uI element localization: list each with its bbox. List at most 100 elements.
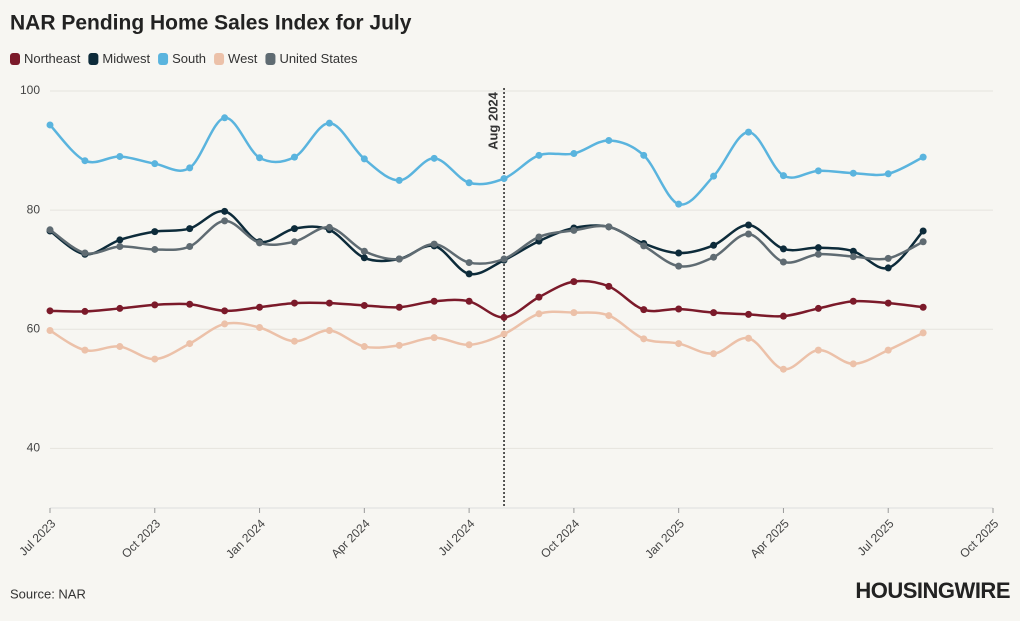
point xyxy=(395,341,403,349)
series-line xyxy=(49,210,925,276)
point xyxy=(360,254,368,262)
x-tick-label: Jul 2025 xyxy=(855,516,897,558)
point xyxy=(535,293,543,301)
point xyxy=(430,297,438,305)
series-line xyxy=(49,279,924,319)
point xyxy=(465,341,473,349)
point xyxy=(640,151,648,159)
point xyxy=(186,164,194,172)
legend-swatch xyxy=(265,53,276,65)
point xyxy=(919,303,927,311)
legend-label: West xyxy=(228,51,258,66)
legend-label: Northeast xyxy=(24,51,81,66)
x-tick-label: Oct 2024 xyxy=(538,516,583,561)
point xyxy=(675,200,683,208)
x-tick-label: Jan 2025 xyxy=(642,516,687,561)
point xyxy=(81,346,89,354)
point xyxy=(290,238,298,246)
point xyxy=(186,242,194,250)
x-tick-label: Apr 2025 xyxy=(747,516,792,561)
point xyxy=(430,154,438,162)
point xyxy=(81,157,89,165)
legend-swatch xyxy=(158,53,169,65)
point xyxy=(221,307,229,315)
point xyxy=(570,226,578,234)
y-tick-label: 60 xyxy=(27,321,41,335)
point xyxy=(745,230,753,238)
point xyxy=(46,307,54,315)
point xyxy=(290,337,298,345)
point xyxy=(46,121,54,129)
point xyxy=(116,153,124,161)
series-line xyxy=(49,116,924,206)
point xyxy=(710,350,718,358)
point xyxy=(465,259,473,267)
series-line xyxy=(49,310,924,371)
point xyxy=(745,334,753,342)
source: Source: NAR xyxy=(10,586,86,601)
point xyxy=(919,238,927,246)
point xyxy=(360,301,368,309)
point xyxy=(849,169,857,177)
legend-swatch xyxy=(88,53,99,65)
point xyxy=(116,343,124,351)
point xyxy=(675,249,683,257)
point xyxy=(430,334,438,342)
point xyxy=(395,176,403,184)
point xyxy=(919,153,927,161)
x-tick-label: Oct 2023 xyxy=(119,516,164,561)
point xyxy=(256,239,264,247)
point xyxy=(570,150,578,158)
point xyxy=(814,250,822,258)
point xyxy=(710,253,718,261)
point xyxy=(151,355,159,363)
point xyxy=(151,245,159,253)
point xyxy=(535,310,543,318)
point xyxy=(640,306,648,314)
point xyxy=(814,244,822,252)
point xyxy=(849,247,857,255)
point xyxy=(465,270,473,278)
y-tick-label: 100 xyxy=(20,83,40,97)
point xyxy=(500,313,508,321)
point xyxy=(605,223,613,231)
point xyxy=(221,207,229,215)
point xyxy=(919,227,927,235)
point xyxy=(151,160,159,168)
point xyxy=(186,300,194,308)
legend-swatch xyxy=(10,53,20,65)
point xyxy=(325,326,333,334)
point xyxy=(675,340,683,348)
point xyxy=(710,241,718,249)
point xyxy=(360,343,368,351)
point xyxy=(221,320,229,328)
point xyxy=(779,245,787,253)
point xyxy=(849,360,857,368)
point xyxy=(605,136,613,144)
point xyxy=(640,242,648,250)
point xyxy=(570,309,578,317)
point xyxy=(46,226,54,234)
point xyxy=(570,278,578,286)
legend-label: South xyxy=(172,51,206,66)
point xyxy=(465,179,473,187)
legend-swatch xyxy=(214,53,225,65)
point xyxy=(779,312,787,320)
point xyxy=(884,254,892,262)
point xyxy=(465,297,473,305)
point xyxy=(500,255,508,263)
legend-label: United States xyxy=(279,51,358,66)
x-tick-label: Jul 2023 xyxy=(16,516,58,558)
point xyxy=(884,299,892,307)
y-tick-label: 40 xyxy=(27,441,41,455)
point xyxy=(256,303,264,311)
point xyxy=(500,175,508,183)
point xyxy=(81,307,89,315)
point xyxy=(360,247,368,255)
point xyxy=(256,154,264,162)
logo: HOUSINGWIRE xyxy=(855,578,1010,603)
point xyxy=(395,255,403,263)
point xyxy=(779,258,787,266)
point xyxy=(535,233,543,241)
